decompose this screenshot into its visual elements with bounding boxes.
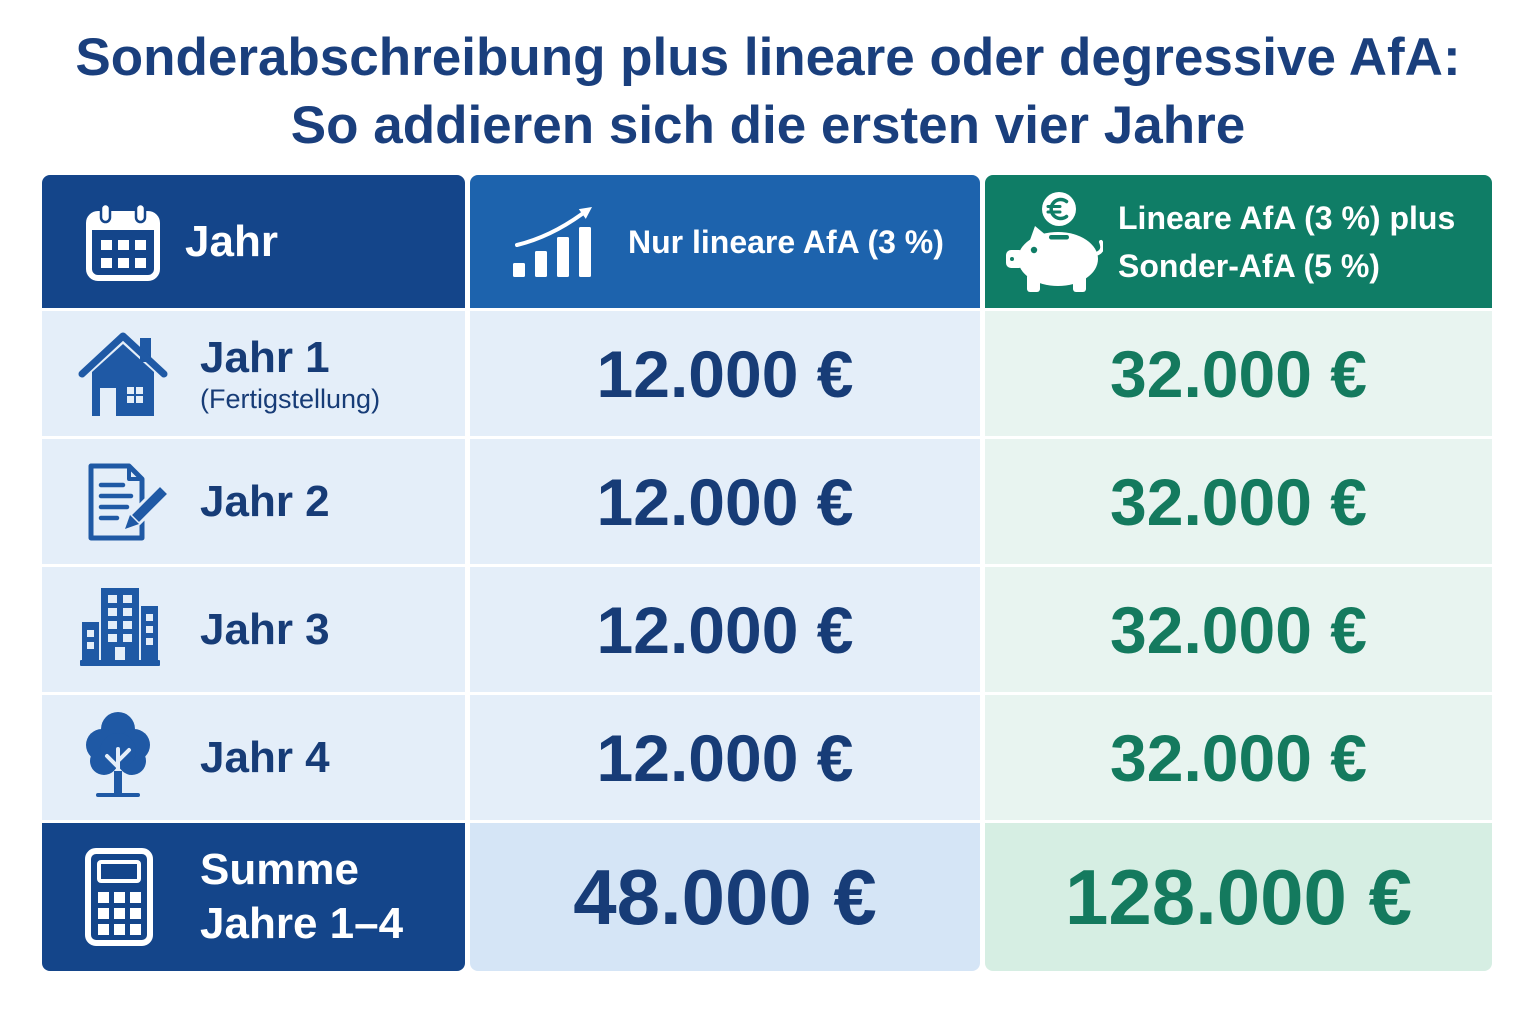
row-3-combined-value: 32.000 €	[1110, 592, 1367, 667]
tree-icon	[82, 709, 154, 799]
row-1-label-group: Jahr 1 (Fertigstellung)	[200, 333, 380, 415]
row-1-linear-value: 12.000 €	[596, 336, 854, 411]
row-3-label: Jahr 3	[200, 604, 330, 654]
growth-chart-icon	[512, 205, 596, 279]
row-1-year-cell: Jahr 1 (Fertigstellung)	[42, 311, 465, 436]
header-year-label-group: Jahr	[185, 217, 278, 267]
piggy-bank-euro-icon	[1003, 190, 1103, 294]
row-4-linear-cell: 12.000 €	[470, 695, 980, 820]
row-2-combined-value: 32.000 €	[1110, 464, 1367, 539]
row-1-note: (Fertigstellung)	[200, 383, 381, 414]
row-2-label: Jahr 2	[200, 476, 330, 526]
chart-title: Sonderabschreibung plus lineare oder deg…	[0, 24, 1536, 160]
header-linear-label: Nur lineare AfA (3 %)	[628, 223, 944, 260]
header-linear-label-group: Nur lineare AfA (3 %)	[628, 218, 944, 266]
row-4-combined-cell: 32.000 €	[985, 695, 1492, 820]
calendar-icon	[85, 202, 161, 282]
row-4-label-group: Jahr 4	[200, 733, 330, 783]
total-label-group: Summe Jahre 1–4	[200, 843, 403, 951]
total-combined-cell: 128.000 €	[985, 823, 1492, 971]
row-3-combined-cell: 32.000 €	[985, 567, 1492, 692]
total-label-cell: Summe Jahre 1–4	[42, 823, 465, 971]
total-linear-value: 48.000 €	[573, 852, 877, 941]
row-3-linear-value: 12.000 €	[596, 592, 854, 667]
row-1-combined-value: 32.000 €	[1110, 336, 1367, 411]
header-combined: Lineare AfA (3 %) plus Sonder-AfA (5 %)	[985, 175, 1492, 308]
document-pen-icon	[85, 461, 173, 543]
header-year: Jahr	[42, 175, 465, 308]
header-combined-label-line-2: Sonder-AfA (5 %)	[1118, 247, 1380, 284]
row-2-linear-cell: 12.000 €	[470, 439, 980, 564]
header-linear: Nur lineare AfA (3 %)	[470, 175, 980, 308]
row-4-linear-value: 12.000 €	[596, 720, 854, 795]
total-label-line-2: Jahre 1–4	[200, 899, 404, 948]
total-label-line-1: Summe	[200, 845, 359, 894]
row-4-combined-value: 32.000 €	[1110, 720, 1367, 795]
chart-title-line-2: So addieren sich die ersten vier Jahre	[290, 96, 1246, 155]
row-2-year-cell: Jahr 2	[42, 439, 465, 564]
row-3-linear-cell: 12.000 €	[470, 567, 980, 692]
row-4-year-cell: Jahr 4	[42, 695, 465, 820]
chart-title-line-1: Sonderabschreibung plus lineare oder deg…	[75, 28, 1461, 87]
calculator-icon	[85, 848, 153, 946]
row-3-year-cell: Jahr 3	[42, 567, 465, 692]
header-combined-label-line-1: Lineare AfA (3 %) plus	[1118, 199, 1456, 236]
row-1-label: Jahr 1	[200, 332, 330, 382]
depreciation-table: Jahr Nur lineare AfA (3 %)	[42, 175, 1492, 971]
row-2-label-group: Jahr 2	[200, 477, 330, 527]
row-2-linear-value: 12.000 €	[596, 464, 854, 539]
row-4-label: Jahr 4	[200, 732, 330, 782]
total-combined-value: 128.000 €	[1064, 852, 1412, 941]
row-1-combined-cell: 32.000 €	[985, 311, 1492, 436]
house-icon	[78, 330, 168, 418]
header-year-label: Jahr	[185, 216, 278, 266]
row-1-linear-cell: 12.000 €	[470, 311, 980, 436]
row-2-combined-cell: 32.000 €	[985, 439, 1492, 564]
header-combined-label-group: Lineare AfA (3 %) plus Sonder-AfA (5 %)	[1118, 194, 1455, 290]
office-buildings-icon	[80, 586, 160, 666]
row-3-label-group: Jahr 3	[200, 605, 330, 655]
total-linear-cell: 48.000 €	[470, 823, 980, 971]
